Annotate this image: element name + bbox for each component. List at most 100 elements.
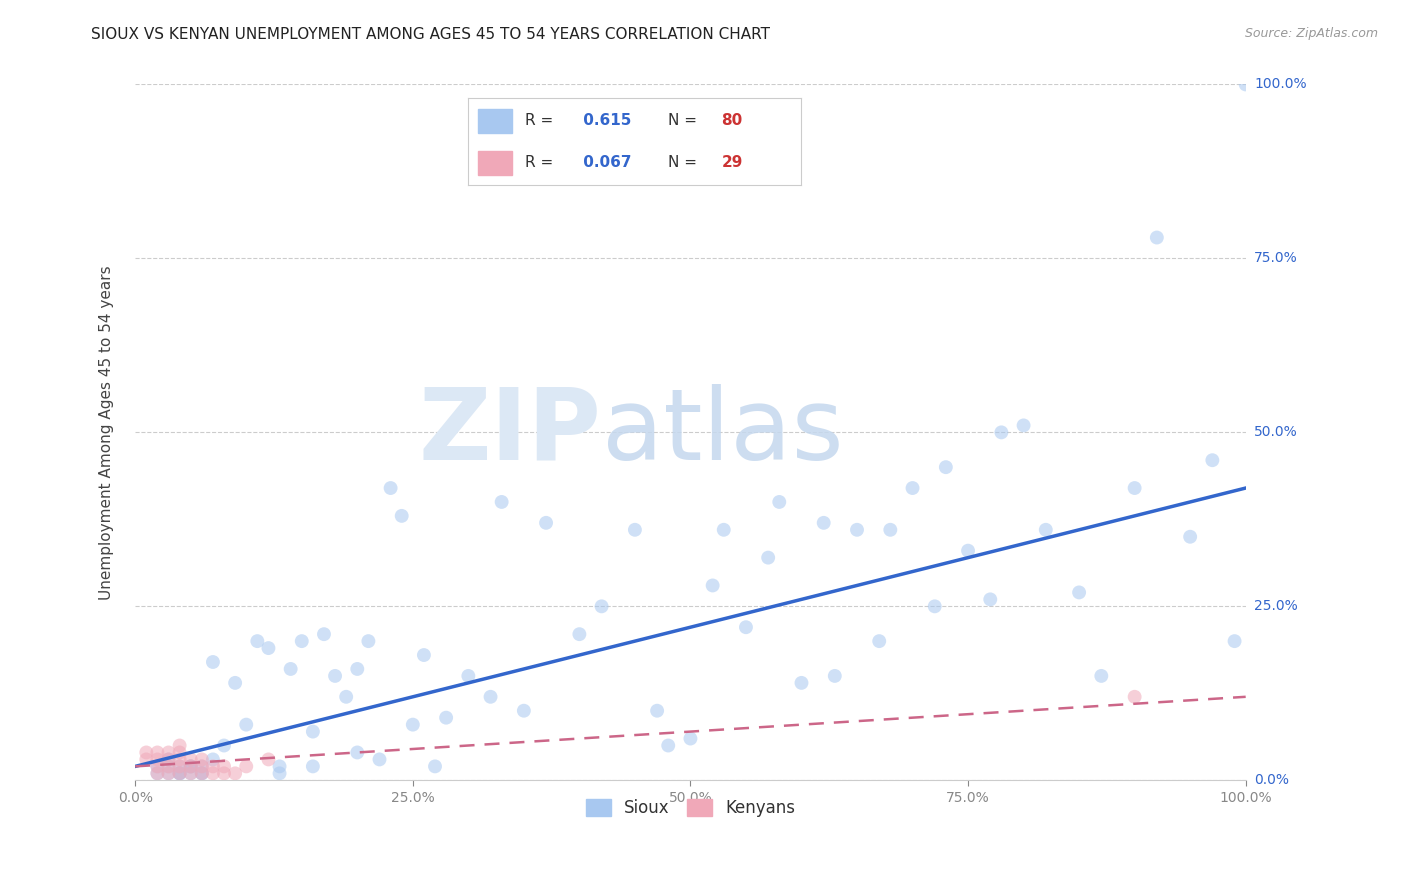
Point — [135, 752, 157, 766]
Point — [146, 752, 169, 766]
Point — [979, 592, 1001, 607]
Point — [146, 759, 169, 773]
Point — [269, 766, 291, 780]
Point — [180, 759, 202, 773]
Point — [957, 543, 980, 558]
Point — [169, 746, 191, 760]
Point — [157, 752, 180, 766]
Point — [180, 766, 202, 780]
Point — [1035, 523, 1057, 537]
Point — [224, 766, 246, 780]
Point — [645, 704, 668, 718]
Point — [491, 495, 513, 509]
Point — [302, 759, 325, 773]
Point — [935, 460, 957, 475]
Point — [201, 752, 224, 766]
Point — [591, 599, 613, 614]
Point — [813, 516, 835, 530]
Point — [1234, 78, 1257, 92]
Point — [146, 746, 169, 760]
Point — [191, 759, 214, 773]
Point — [879, 523, 901, 537]
Point — [157, 759, 180, 773]
Point — [513, 704, 536, 718]
Point — [169, 766, 191, 780]
Point — [479, 690, 502, 704]
Point — [191, 759, 214, 773]
Point — [846, 523, 869, 537]
Point — [824, 669, 846, 683]
Point — [169, 766, 191, 780]
Legend: Sioux, Kenyans: Sioux, Kenyans — [579, 793, 801, 824]
Point — [235, 759, 257, 773]
Point — [157, 752, 180, 766]
Point — [756, 550, 779, 565]
Point — [1012, 418, 1035, 433]
Point — [201, 655, 224, 669]
Point — [457, 669, 479, 683]
Point — [291, 634, 314, 648]
Point — [1123, 690, 1146, 704]
Point — [169, 759, 191, 773]
Text: 75.0%: 75.0% — [1254, 252, 1298, 266]
Point — [1123, 481, 1146, 495]
Point — [191, 766, 214, 780]
Y-axis label: Unemployment Among Ages 45 to 54 years: Unemployment Among Ages 45 to 54 years — [100, 265, 114, 599]
Point — [1146, 230, 1168, 244]
Point — [657, 739, 679, 753]
Point — [201, 759, 224, 773]
Point — [534, 516, 557, 530]
Point — [568, 627, 591, 641]
Point — [191, 752, 214, 766]
Point — [146, 759, 169, 773]
Point — [180, 766, 202, 780]
Point — [368, 752, 391, 766]
Point — [323, 669, 346, 683]
Point — [790, 676, 813, 690]
Point — [157, 759, 180, 773]
Point — [868, 634, 890, 648]
Point — [312, 627, 335, 641]
Text: atlas: atlas — [602, 384, 844, 481]
Point — [180, 759, 202, 773]
Point — [135, 746, 157, 760]
Point — [235, 717, 257, 731]
Point — [157, 766, 180, 780]
Text: 50.0%: 50.0% — [1254, 425, 1298, 440]
Point — [246, 634, 269, 648]
Point — [212, 759, 235, 773]
Point — [169, 766, 191, 780]
Point — [180, 752, 202, 766]
Point — [1090, 669, 1112, 683]
Point — [212, 739, 235, 753]
Point — [624, 523, 647, 537]
Point — [302, 724, 325, 739]
Point — [380, 481, 402, 495]
Point — [413, 648, 436, 662]
Point — [901, 481, 924, 495]
Point — [146, 766, 169, 780]
Point — [713, 523, 735, 537]
Point — [169, 739, 191, 753]
Point — [157, 766, 180, 780]
Point — [191, 766, 214, 780]
Point — [280, 662, 302, 676]
Point — [257, 641, 280, 656]
Point — [1223, 634, 1246, 648]
Point — [346, 662, 368, 676]
Point — [1201, 453, 1223, 467]
Text: 0.0%: 0.0% — [1254, 773, 1289, 788]
Point — [924, 599, 946, 614]
Point — [169, 766, 191, 780]
Point — [434, 711, 457, 725]
Point — [201, 766, 224, 780]
Text: 100.0%: 100.0% — [1254, 78, 1306, 92]
Point — [157, 746, 180, 760]
Point — [423, 759, 446, 773]
Point — [169, 759, 191, 773]
Point — [735, 620, 758, 634]
Point — [180, 759, 202, 773]
Point — [357, 634, 380, 648]
Text: Source: ZipAtlas.com: Source: ZipAtlas.com — [1244, 27, 1378, 40]
Point — [346, 746, 368, 760]
